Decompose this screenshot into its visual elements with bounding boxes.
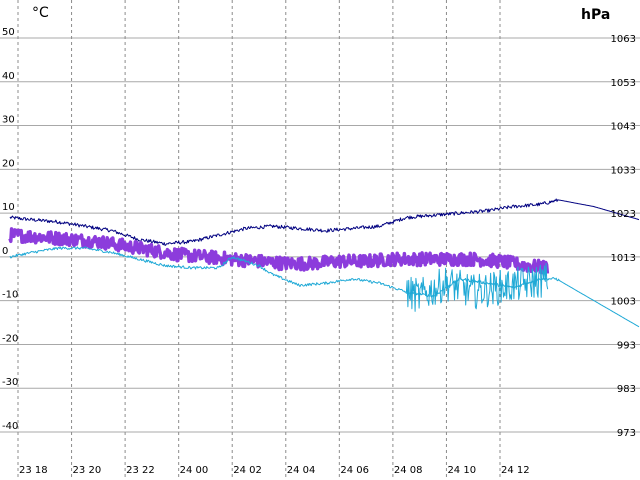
x-tick-label: 23 22 [126, 465, 155, 476]
y-left-tick-label: -20 [2, 333, 18, 344]
series-layer [8, 198, 640, 328]
y-right-tick-label: 973 [617, 428, 636, 439]
y-left-tick-label: -10 [2, 290, 18, 301]
y-left-tick-label: 0 [2, 246, 8, 257]
x-tick-label: 24 00 [180, 465, 209, 476]
x-tick-label: 24 12 [501, 465, 530, 476]
y-right-tick-label: 1063 [611, 34, 636, 45]
y-right-tick-label: 1013 [611, 253, 636, 264]
y-right-tick-label: 993 [617, 340, 636, 351]
y-left-tick-label: 20 [2, 158, 15, 169]
series-line-1 [8, 227, 550, 275]
y-right-tick-label: 1003 [611, 297, 636, 308]
y-left-tick-label: 50 [2, 27, 15, 38]
labels: °C hPa 50 1063 40 1053 30 1043 20 1033 10 1023 0 10… [2, 5, 636, 476]
x-tick-label: 24 06 [340, 465, 369, 476]
y-left-tick-label: 30 [2, 115, 15, 126]
x-tick-label: 23 20 [73, 465, 102, 476]
x-tick-label: 24 08 [394, 465, 423, 476]
y-left-tick-label: -30 [2, 377, 18, 388]
x-tick-label: 24 02 [233, 465, 262, 476]
x-tick-label: 24 04 [287, 465, 316, 476]
y-right-tick-label: 1043 [611, 122, 636, 133]
y-left-tick-label: -40 [2, 421, 18, 432]
left-unit-label: °C [32, 5, 49, 21]
y-right-tick-label: 1053 [611, 78, 636, 89]
y-right-tick-label: 1033 [611, 165, 636, 176]
x-tick-label: 23 18 [19, 465, 48, 476]
y-right-tick-label: 1023 [611, 209, 636, 220]
y-left-tick-label: 40 [2, 71, 15, 82]
series-line-3 [405, 262, 549, 312]
series-line-0 [9, 198, 640, 246]
y-left-tick-label: 10 [2, 202, 15, 213]
right-unit-label: hPa [581, 7, 610, 23]
x-tick-label: 24 10 [447, 465, 476, 476]
y-right-tick-label: 983 [617, 384, 636, 395]
